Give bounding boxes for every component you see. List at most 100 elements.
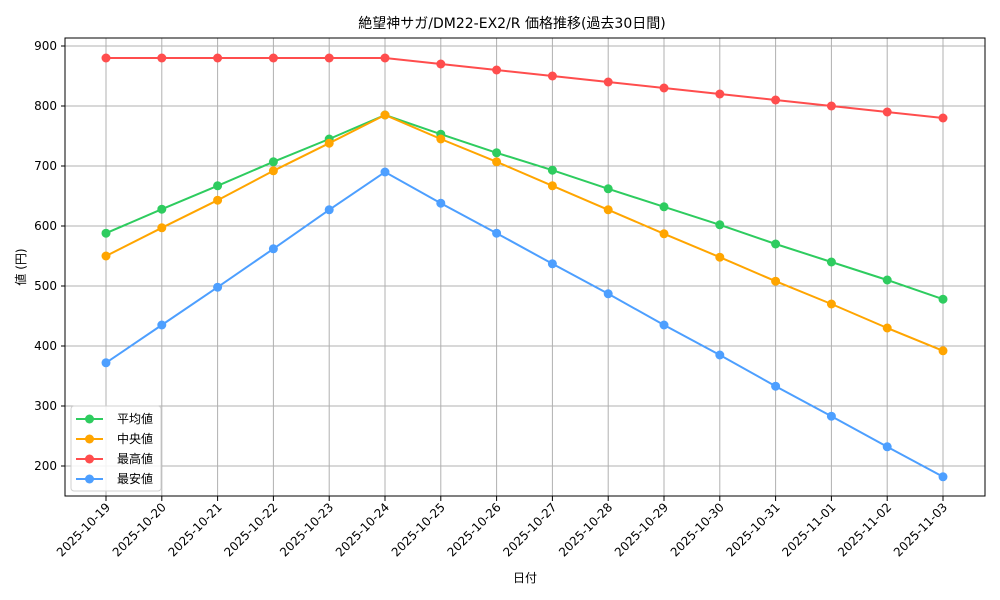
y-tick-label: 200 xyxy=(34,459,57,473)
data-point xyxy=(101,251,111,261)
y-tick-label: 700 xyxy=(34,159,57,173)
data-point xyxy=(547,259,557,269)
data-point xyxy=(771,276,781,286)
data-point xyxy=(882,107,892,117)
y-tick-label: 400 xyxy=(34,339,57,353)
legend-item: 中央値 xyxy=(76,431,153,446)
data-point xyxy=(938,113,948,123)
x-tick-label: 2025-10-23 xyxy=(277,500,336,559)
y-tick-label: 300 xyxy=(34,399,57,413)
x-tick-label: 2025-10-24 xyxy=(333,500,392,559)
x-tick-label: 2025-10-19 xyxy=(54,500,113,559)
data-point xyxy=(213,53,223,63)
data-point xyxy=(715,252,725,262)
data-point xyxy=(213,195,223,205)
x-tick-label: 2025-10-20 xyxy=(110,500,169,559)
data-point xyxy=(436,134,446,144)
data-point xyxy=(547,165,557,175)
y-tick-label: 900 xyxy=(34,39,57,53)
data-point xyxy=(938,294,948,304)
data-point xyxy=(324,205,334,215)
series-line xyxy=(101,167,948,482)
data-point xyxy=(547,181,557,191)
data-point xyxy=(603,184,613,194)
data-point xyxy=(436,198,446,208)
chart-title: 絶望神サガ/DM22-EX2/R 価格推移(過去30日間) xyxy=(358,16,665,32)
data-point xyxy=(659,202,669,212)
data-point xyxy=(771,239,781,249)
y-tick-label: 500 xyxy=(34,279,57,293)
y-axis-ticks: 200 300 400 500 600 700 800 900 xyxy=(34,39,65,473)
data-point xyxy=(826,299,836,309)
data-point xyxy=(547,71,557,81)
data-point xyxy=(380,110,390,120)
data-point xyxy=(268,166,278,176)
series-line xyxy=(101,53,948,123)
data-point xyxy=(938,346,948,356)
x-tick-label: 2025-10-31 xyxy=(724,500,783,559)
data-point xyxy=(659,83,669,93)
data-point xyxy=(938,472,948,482)
data-point xyxy=(492,228,502,238)
data-point xyxy=(268,244,278,254)
x-tick-label: 2025-11-02 xyxy=(835,500,894,559)
x-tick-label: 2025-11-01 xyxy=(779,500,838,559)
data-point xyxy=(101,358,111,368)
data-point xyxy=(157,223,167,233)
x-tick-label: 2025-10-27 xyxy=(500,500,559,559)
y-tick-label: 600 xyxy=(34,219,57,233)
data-point xyxy=(101,53,111,63)
x-tick-label: 2025-10-21 xyxy=(166,500,225,559)
x-tick-label: 2025-10-28 xyxy=(556,500,615,559)
data-point xyxy=(324,138,334,148)
data-point xyxy=(603,205,613,215)
x-axis-label: 日付 xyxy=(513,571,537,585)
data-point xyxy=(101,228,111,238)
data-point xyxy=(492,65,502,75)
legend-label: 中央値 xyxy=(117,431,153,446)
legend-label: 最高値 xyxy=(117,451,153,466)
series-line xyxy=(101,110,948,356)
legend-item: 最高値 xyxy=(76,451,153,466)
x-tick-label: 2025-10-30 xyxy=(668,500,727,559)
data-point xyxy=(826,101,836,111)
data-point xyxy=(213,181,223,191)
data-point xyxy=(715,220,725,230)
legend-label: 平均値 xyxy=(117,411,153,426)
data-point xyxy=(157,204,167,214)
data-point xyxy=(882,442,892,452)
data-point xyxy=(771,95,781,105)
data-point xyxy=(715,350,725,360)
data-point xyxy=(268,157,278,167)
x-axis-ticks: 2025-10-192025-10-202025-10-212025-10-22… xyxy=(54,496,950,559)
data-point xyxy=(380,53,390,63)
plot-frame xyxy=(64,37,986,497)
data-point xyxy=(826,257,836,267)
data-point xyxy=(659,320,669,330)
x-tick-label: 2025-10-29 xyxy=(612,500,671,559)
data-point xyxy=(268,53,278,63)
data-point xyxy=(659,229,669,239)
x-tick-label: 2025-10-25 xyxy=(389,500,448,559)
data-point xyxy=(771,381,781,391)
x-tick-label: 2025-11-03 xyxy=(891,500,950,559)
data-point xyxy=(715,89,725,99)
series-layer xyxy=(101,53,948,482)
x-tick-label: 2025-10-22 xyxy=(221,500,280,559)
data-point xyxy=(492,157,502,167)
y-tick-label: 800 xyxy=(34,99,57,113)
series-line xyxy=(101,110,948,304)
data-point xyxy=(157,53,167,63)
data-point xyxy=(882,275,892,285)
data-point xyxy=(882,323,892,333)
data-point xyxy=(324,53,334,63)
data-point xyxy=(380,167,390,177)
legend-item: 平均値 xyxy=(76,411,153,426)
x-tick-label: 2025-10-26 xyxy=(445,500,504,559)
data-point xyxy=(826,411,836,421)
legend-label: 最安値 xyxy=(117,471,153,486)
y-axis-label: 値 (円) xyxy=(13,248,28,285)
data-point xyxy=(213,282,223,292)
